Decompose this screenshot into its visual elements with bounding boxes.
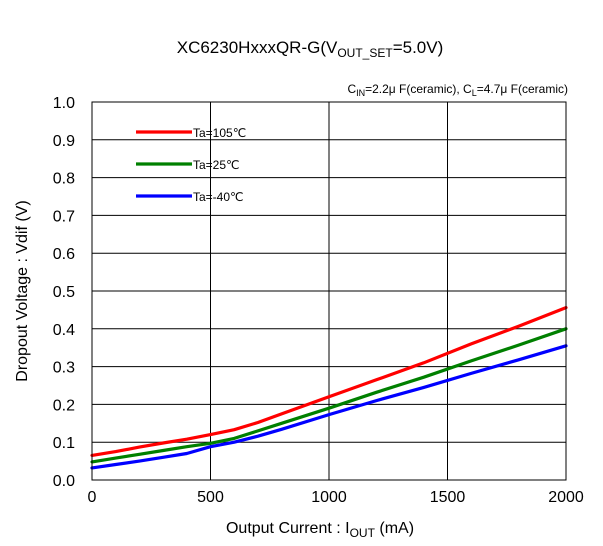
legend-label-2: Ta=25℃ [193,158,240,172]
y-tick-label: 0.2 [53,397,75,414]
grid-lines [92,102,566,480]
x-tick-labels: 0 500 1000 1500 2000 [88,489,584,506]
test-conditions: CIN=2.2μ F(ceramic), CL=4.7μ F(ceramic) [347,82,568,98]
legend: Ta=105℃ Ta=25℃ Ta=-40℃ [136,126,246,204]
y-tick-label: 0.6 [53,246,75,263]
x-tick-label: 2000 [548,489,584,506]
series-line-1 [90,306,568,457]
x-tick-label: 1000 [311,489,347,506]
y-tick-labels: 0.0 0.1 0.2 0.3 0.4 0.5 0.6 0.7 0.8 0.9 1.0 [53,95,75,490]
y-tick-label: 0.7 [53,208,75,225]
series-lines [90,306,568,470]
x-tick-label: 500 [197,489,224,506]
legend-label-1: Ta=105℃ [193,126,246,140]
y-tick-label: 0.0 [53,473,75,490]
chart-title: XC6230HxxxQR-G(VOUT_SET=5.0V) [177,38,444,60]
y-tick-label: 0.3 [53,360,75,377]
plot-frame [91,101,567,481]
y-tick-label: 0.9 [53,133,75,150]
x-axis-label: Output Current : IOUT (mA) [226,520,414,540]
series-line-2 [90,327,568,464]
y-tick-label: 0.1 [53,435,75,452]
x-tick-label: 1500 [430,489,466,506]
legend-label-3: Ta=-40℃ [193,190,244,204]
y-tick-label: 0.8 [53,171,75,188]
series-line-3 [90,344,568,470]
y-axis-label: Dropout Voltage : Vdif (V) [14,200,31,381]
y-tick-label: 0.5 [53,284,75,301]
y-tick-label: 0.4 [53,322,75,339]
x-tick-label: 0 [88,489,97,506]
y-tick-label: 1.0 [53,95,75,112]
